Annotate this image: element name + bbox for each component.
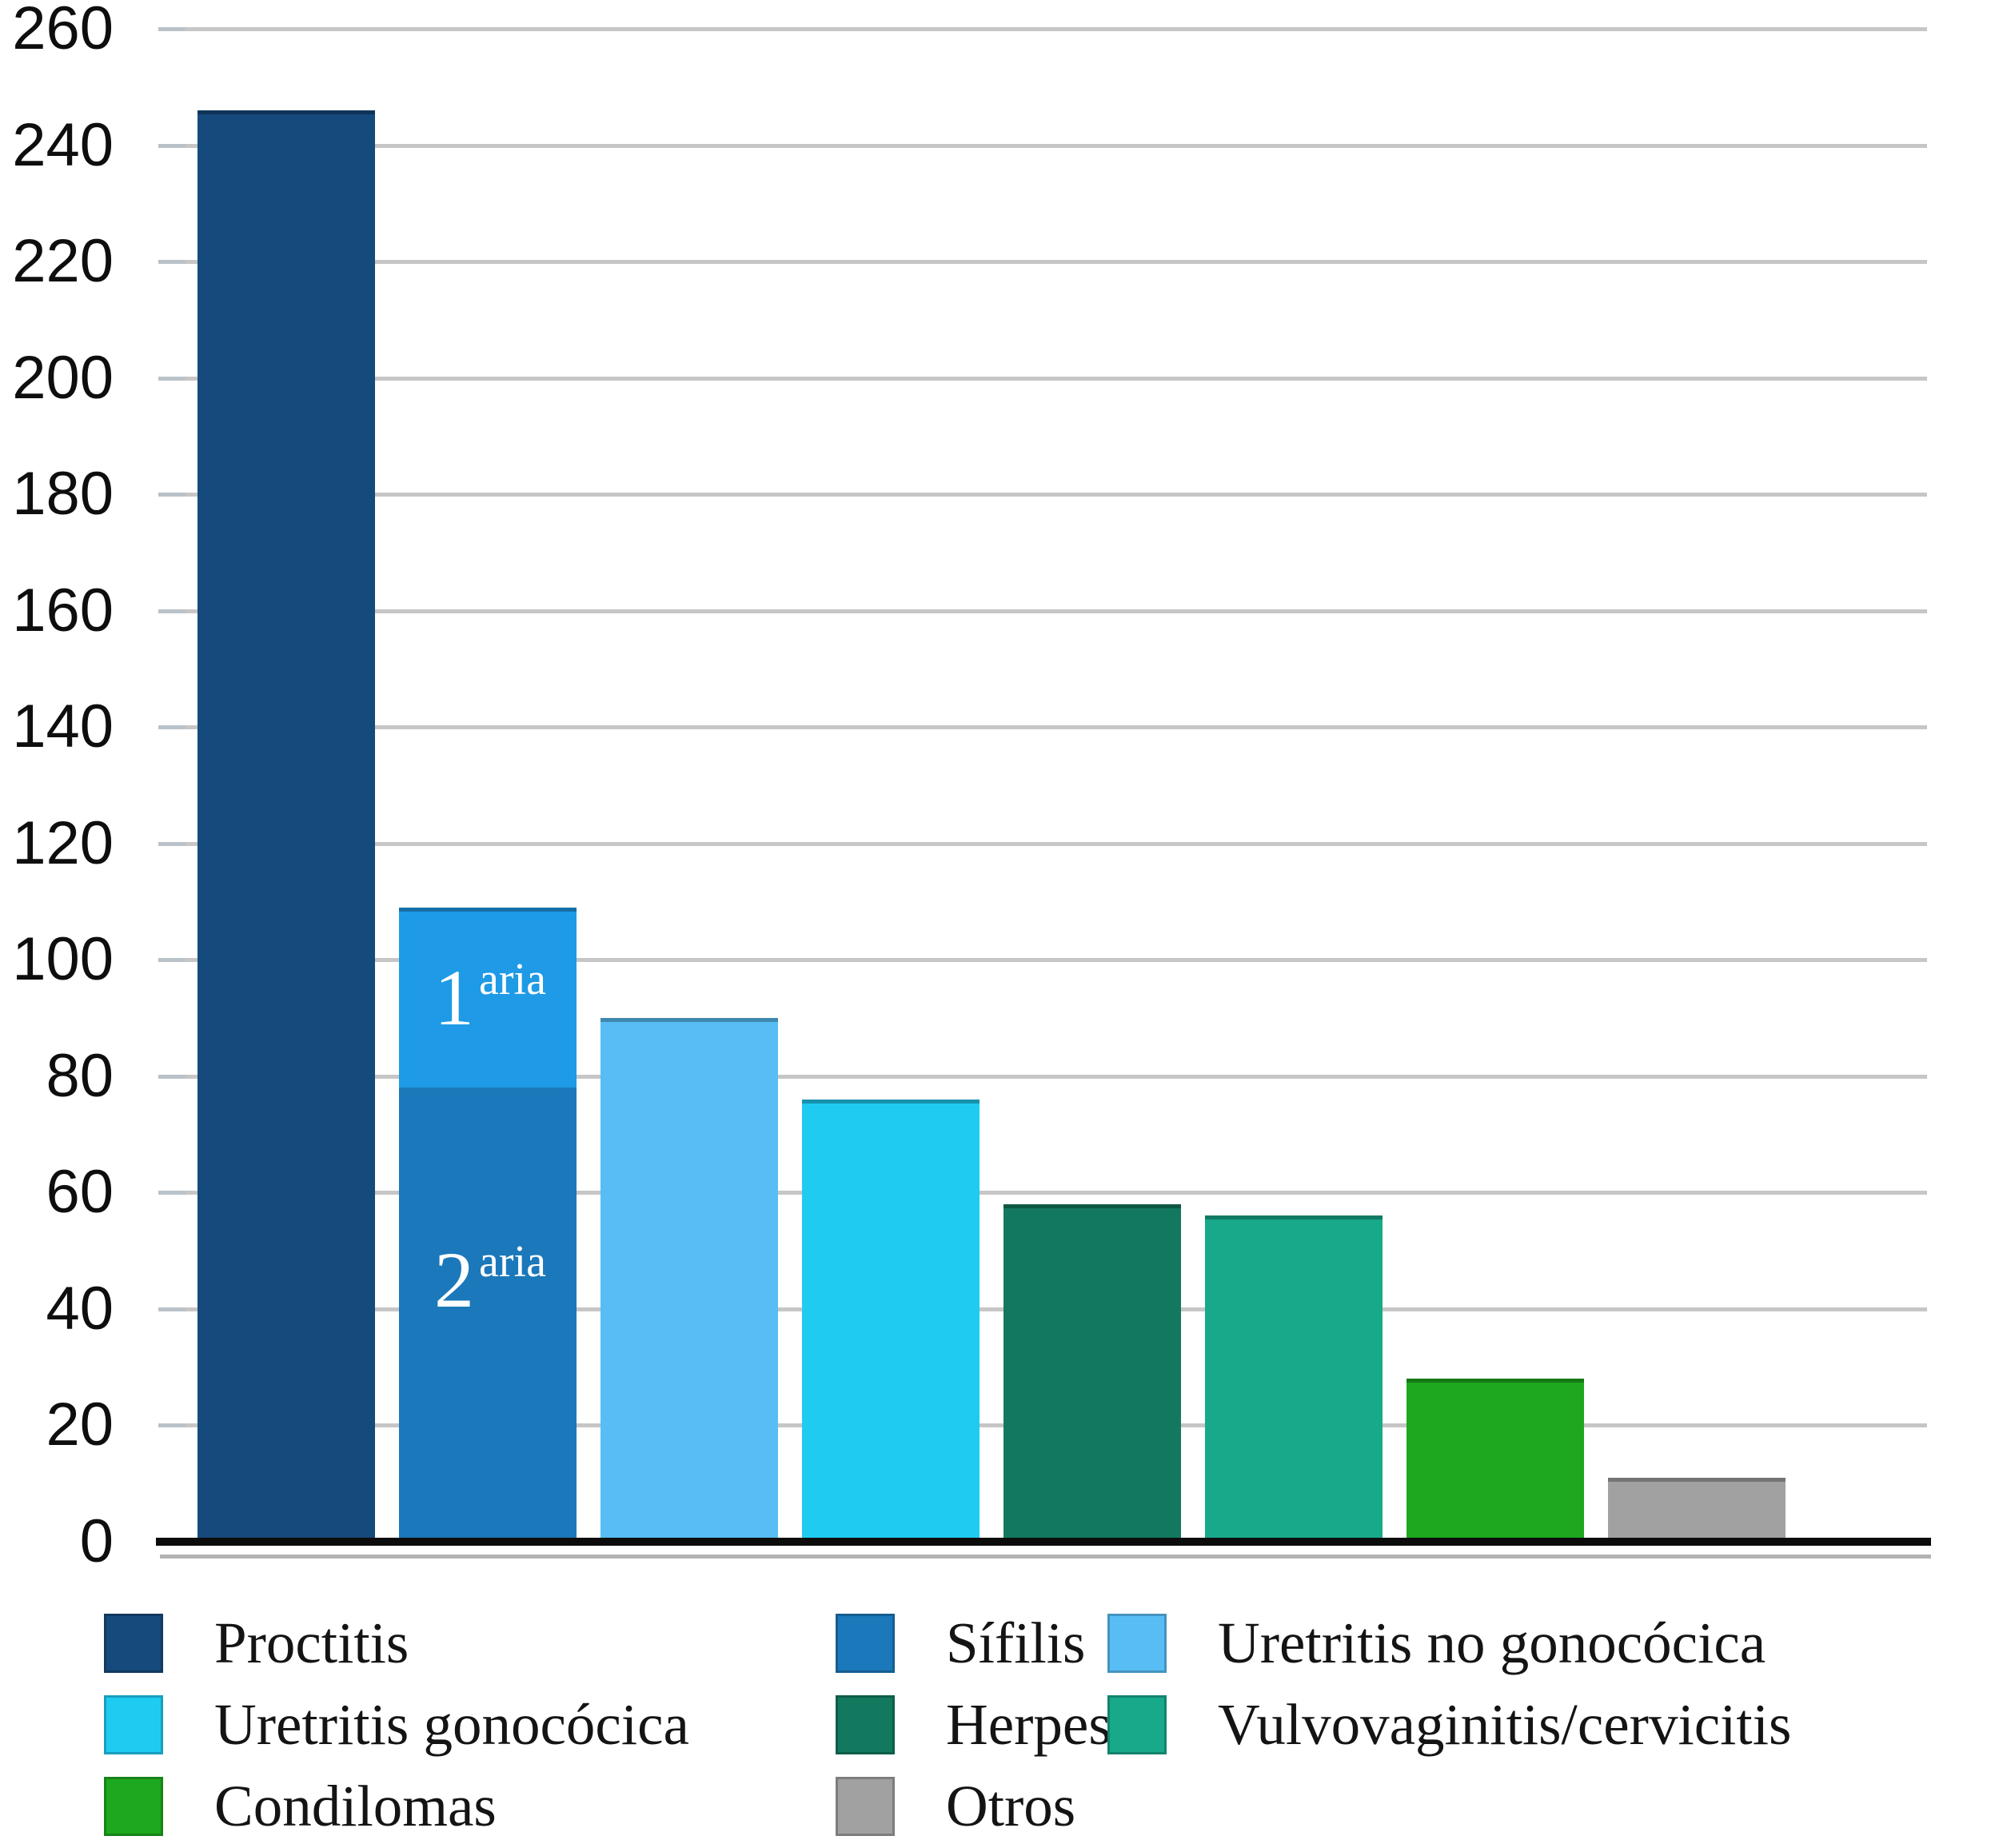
- legend-swatch-uretritis-no-gonococica: [1107, 1614, 1167, 1673]
- y-axis-label-140: 140: [12, 693, 114, 761]
- gridline-200: [182, 376, 1927, 381]
- y-axis-tick-180: [158, 493, 186, 497]
- legend-label-uretritis-no-gonococica: Uretritis no gonocócica: [1218, 1611, 1766, 1675]
- legend-label-sifilis: Sífilis: [946, 1611, 1086, 1675]
- legend-item-otros: Otros: [836, 1775, 1107, 1838]
- legend-swatch-vulvovaginitis-cervicitis: [1107, 1695, 1167, 1754]
- legend-item-uretritis-gonococica: Uretritis gonocócica: [104, 1694, 836, 1756]
- y-axis-label-100: 100: [12, 925, 114, 994]
- legend-swatch-condilomas: [104, 1777, 163, 1836]
- bar-condilomas: [1406, 1379, 1584, 1542]
- y-axis-tick-220: [158, 260, 186, 265]
- y-axis-tick-140: [158, 725, 186, 730]
- y-axis-label-260: 260: [12, 0, 114, 62]
- bar-sifilis-segment-primaria: [399, 907, 577, 1088]
- y-axis-tick-60: [158, 1191, 186, 1195]
- y-axis-label-0: 0: [79, 1507, 114, 1575]
- bar-sifilis-label-secundaria: 2 aria: [399, 1236, 577, 1332]
- legend: Proctitis Sífilis Uretritis no gonocócica U…: [104, 1612, 1983, 1838]
- legend-label-otros: Otros: [946, 1774, 1076, 1838]
- segment-label-superscript: aria: [479, 954, 546, 1004]
- gridline-60: [182, 1191, 1927, 1195]
- gridline-260: [182, 26, 1927, 31]
- gridline-120: [182, 841, 1927, 846]
- y-axis-tick-160: [158, 609, 186, 613]
- y-axis-label-200: 200: [12, 343, 114, 412]
- legend-swatch-otros: [836, 1777, 895, 1836]
- legend-label-condilomas: Condilomas: [214, 1774, 497, 1838]
- legend-item-condilomas: Condilomas: [104, 1775, 836, 1838]
- y-axis-label-20: 20: [46, 1391, 114, 1459]
- gridline-160: [182, 609, 1927, 613]
- bar-herpes: [1003, 1203, 1181, 1542]
- y-axis-tick-100: [158, 958, 186, 963]
- legend-swatch-uretritis-gonococica: [104, 1695, 163, 1754]
- y-axis-tick-240: [158, 143, 186, 148]
- segment-label-base: 1: [434, 952, 475, 1042]
- gridline-180: [182, 493, 1927, 497]
- y-axis-tick-80: [158, 1074, 186, 1079]
- bar-uretritis-gonococica: [802, 1099, 980, 1542]
- gridline-140: [182, 725, 1927, 730]
- legend-item-vulvovaginitis-cervicitis: Vulvovaginitis/cervicitis: [1107, 1694, 1983, 1756]
- legend-item-herpes: Herpes: [836, 1694, 1111, 1756]
- y-axis-tick-260: [158, 26, 186, 31]
- bar-otros: [1608, 1477, 1786, 1542]
- legend-item-proctitis: Proctitis: [104, 1612, 836, 1674]
- y-axis-label-40: 40: [46, 1274, 114, 1343]
- legend-label-proctitis: Proctitis: [214, 1611, 409, 1675]
- y-axis-label-120: 120: [12, 808, 114, 877]
- legend-item-sifilis: Sífilis: [836, 1612, 1107, 1674]
- y-axis-label-220: 220: [12, 227, 114, 296]
- legend-item-uretritis-no-gonococica: Uretritis no gonocócica: [1107, 1612, 1983, 1674]
- y-axis-label-60: 60: [46, 1158, 114, 1227]
- legend-label-vulvovaginitis-cervicitis: Vulvovaginitis/cervicitis: [1218, 1692, 1792, 1757]
- legend-swatch-sifilis: [836, 1614, 895, 1673]
- x-axis-shadow: [160, 1555, 1931, 1559]
- legend-swatch-proctitis: [104, 1614, 163, 1673]
- y-axis-label-180: 180: [12, 460, 114, 529]
- gridline-80: [182, 1074, 1927, 1079]
- segment-label-base: 2: [434, 1235, 475, 1324]
- y-axis-tick-200: [158, 376, 186, 381]
- legend-swatch-herpes: [836, 1695, 895, 1754]
- legend-label-herpes: Herpes: [946, 1692, 1111, 1757]
- bar-proctitis: [198, 110, 375, 1542]
- legend-label-uretritis-gonococica: Uretritis gonocócica: [214, 1692, 689, 1757]
- gridline-240: [182, 143, 1927, 148]
- segment-label-superscript: aria: [479, 1236, 546, 1287]
- y-axis-tick-40: [158, 1307, 186, 1311]
- y-axis-tick-120: [158, 841, 186, 846]
- bar-sifilis-label-primaria: 1 aria: [399, 954, 577, 1050]
- bar-sifilis-segment-secundaria: [399, 1088, 577, 1542]
- gridline-100: [182, 958, 1927, 963]
- gridline-220: [182, 260, 1927, 265]
- y-axis-tick-20: [158, 1423, 186, 1428]
- x-axis-line: [156, 1538, 1931, 1546]
- bar-vulvovaginitis-cervicitis: [1205, 1215, 1383, 1542]
- y-axis-label-240: 240: [12, 110, 114, 179]
- y-axis-label-80: 80: [46, 1041, 114, 1110]
- y-axis-label-160: 160: [12, 576, 114, 645]
- bar-uretritis-no-gonococica: [600, 1018, 778, 1542]
